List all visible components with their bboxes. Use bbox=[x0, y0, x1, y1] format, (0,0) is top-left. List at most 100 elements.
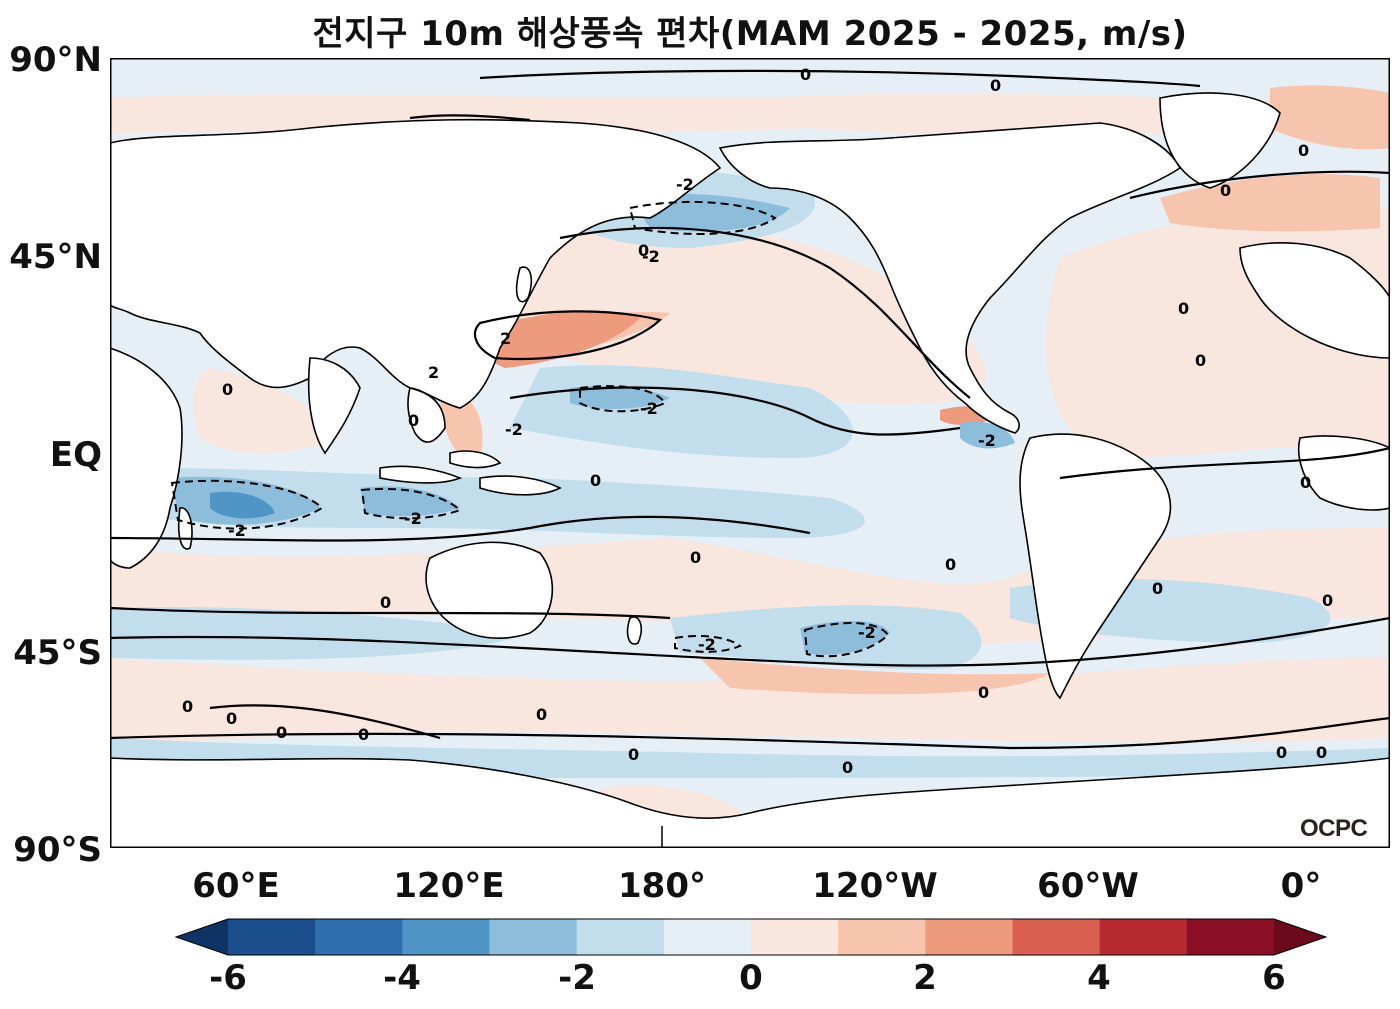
lon-label-60e: 60°E bbox=[192, 866, 280, 906]
land-indonesia-1 bbox=[379, 465, 463, 484]
contour-pos-2 bbox=[473, 310, 663, 361]
colorbar-tick-neg2: -2 bbox=[558, 958, 596, 998]
land-japan bbox=[515, 266, 532, 303]
lon-label-120w: 120°W bbox=[812, 866, 938, 906]
land-new-zealand bbox=[626, 616, 642, 645]
colorbar-tick-6: 6 bbox=[1262, 958, 1286, 998]
lon-label-180: 180° bbox=[618, 866, 706, 906]
land-india bbox=[307, 357, 361, 455]
contour-neg-2-spac bbox=[803, 622, 890, 658]
contour-zero-9 bbox=[209, 704, 441, 740]
contour-zero-6 bbox=[110, 606, 671, 620]
lat-label-90s: 90°S bbox=[13, 830, 102, 870]
contour-neg-2-tpac bbox=[579, 385, 667, 413]
contour-label-0o: 0 bbox=[380, 593, 391, 612]
contour-label-0j: 0 bbox=[590, 471, 601, 490]
contour-label-0i: 0 bbox=[408, 411, 419, 430]
contour-label-0u: 0 bbox=[276, 723, 287, 742]
contour-zero-3 bbox=[559, 226, 971, 399]
colorbar-bin bbox=[1099, 919, 1188, 955]
land-indonesia-2 bbox=[449, 450, 502, 469]
colorbar-tick-2: 2 bbox=[913, 958, 937, 998]
colorbar-tick-neg6: -6 bbox=[209, 958, 247, 998]
contour-label-0y: 0 bbox=[1316, 743, 1327, 762]
colorbar-bin bbox=[663, 919, 752, 955]
lat-label-45n: 45°N bbox=[9, 237, 102, 277]
contour-label-0g: 0 bbox=[1195, 351, 1206, 370]
colorbar-bin bbox=[402, 919, 490, 955]
contour-zero-10 bbox=[1059, 446, 1390, 480]
colorbar-tick-neg4: -4 bbox=[383, 958, 421, 998]
land-new-guinea bbox=[479, 475, 562, 496]
contour-label-0m: 0 bbox=[945, 555, 956, 574]
contour-zero-5 bbox=[110, 515, 811, 542]
contour-label-0d: 0 bbox=[1220, 181, 1231, 200]
lat-label-45s: 45°S bbox=[13, 633, 102, 673]
contour-label-0f: 0 bbox=[1178, 299, 1189, 318]
land-west-africa bbox=[1297, 435, 1390, 511]
contour-neg-2-io bbox=[170, 479, 324, 530]
contour-label-neg-d: -2 bbox=[505, 420, 523, 439]
contour-label-0v: 0 bbox=[358, 725, 369, 744]
contour-lines bbox=[110, 69, 1390, 750]
contour-label-0a: 0 bbox=[800, 65, 811, 84]
colorbar-tick-0: 0 bbox=[739, 958, 763, 998]
land-eurasia bbox=[110, 118, 722, 409]
contour-label-neg-a: -2 bbox=[676, 175, 694, 194]
lat-label-90n: 90°N bbox=[9, 40, 102, 80]
colorbar-bin bbox=[489, 919, 578, 955]
ocpc-logo: OCPC bbox=[1300, 815, 1368, 842]
contour-label-neg-i: -2 bbox=[978, 431, 996, 450]
colorbar-bin bbox=[751, 919, 839, 955]
colorbar-bin bbox=[576, 919, 665, 955]
land-africa bbox=[110, 347, 183, 569]
contour-label-0r: 0 bbox=[182, 697, 193, 716]
contour-neg-2-npac bbox=[628, 200, 777, 235]
colorbar-tick-4: 4 bbox=[1087, 958, 1111, 998]
contour-label-0x: 0 bbox=[1276, 743, 1287, 762]
contour-label-0t: 0 bbox=[536, 705, 547, 724]
contour-label-0k: 0 bbox=[1300, 473, 1311, 492]
contour-label-neg-b: -2 bbox=[642, 247, 660, 266]
colorbar-bin bbox=[925, 919, 1013, 955]
contour-label-0h: 0 bbox=[222, 380, 233, 399]
colorbar-bin bbox=[228, 919, 316, 955]
contour-zero-2 bbox=[409, 114, 531, 122]
contour-dashed bbox=[170, 200, 890, 658]
land-greenland bbox=[1159, 92, 1281, 189]
lon-label-0: 0° bbox=[1280, 866, 1322, 906]
contour-label-group: 0 0 0 0 0 0 0 0 0 0 0 0 0 0 0 0 0 0 0 0 … bbox=[182, 65, 1333, 777]
contour-label-neg-f: -2 bbox=[404, 509, 422, 528]
colorbar-bin bbox=[838, 919, 926, 955]
contour-label-pos-b: 2 bbox=[428, 363, 439, 382]
contour-label-0q: 0 bbox=[978, 683, 989, 702]
map-svg: 0 0 0 0 0 0 0 0 0 0 0 0 0 0 0 0 0 0 0 0 … bbox=[110, 58, 1390, 848]
land-europe bbox=[1239, 242, 1390, 359]
contour-label-neg-e: -2 bbox=[228, 521, 246, 540]
lon-label-120e: 120°E bbox=[393, 866, 505, 906]
contour-label-0l: 0 bbox=[690, 548, 701, 567]
colorbar bbox=[174, 918, 1328, 956]
contour-zero-7 bbox=[110, 616, 1390, 667]
colorbar-extend-high bbox=[1274, 919, 1326, 955]
contour-label-0w: 0 bbox=[628, 745, 639, 764]
map-border bbox=[110, 58, 1390, 848]
colorbar-bin bbox=[1012, 919, 1101, 955]
contour-label-neg-g: -2 bbox=[698, 635, 716, 654]
land-indochina bbox=[407, 387, 446, 443]
colorbar-bin bbox=[315, 919, 403, 955]
contour-label-neg-c: -2 bbox=[640, 399, 658, 418]
contour-zero-4 bbox=[509, 386, 961, 436]
colorbar-bin bbox=[1186, 919, 1275, 955]
colorbar-outline bbox=[174, 918, 1328, 956]
land-masses bbox=[110, 92, 1390, 848]
land-south-america bbox=[1019, 433, 1172, 700]
anomaly-map: 0 0 0 0 0 0 0 0 0 0 0 0 0 0 0 0 0 0 0 0 … bbox=[110, 58, 1390, 848]
contour-label-pos-a: 2 bbox=[500, 329, 511, 348]
contour-label-neg-h: -2 bbox=[858, 623, 876, 642]
contour-label-0z: 0 bbox=[842, 758, 853, 777]
contour-neg-2-spac2 bbox=[674, 635, 742, 653]
map-title: 전지구 10m 해상풍속 편차(MAM 2025 - 2025, m/s) bbox=[312, 14, 1188, 54]
land-north-america bbox=[718, 122, 1182, 434]
contour-label-0b: 0 bbox=[990, 76, 1001, 95]
